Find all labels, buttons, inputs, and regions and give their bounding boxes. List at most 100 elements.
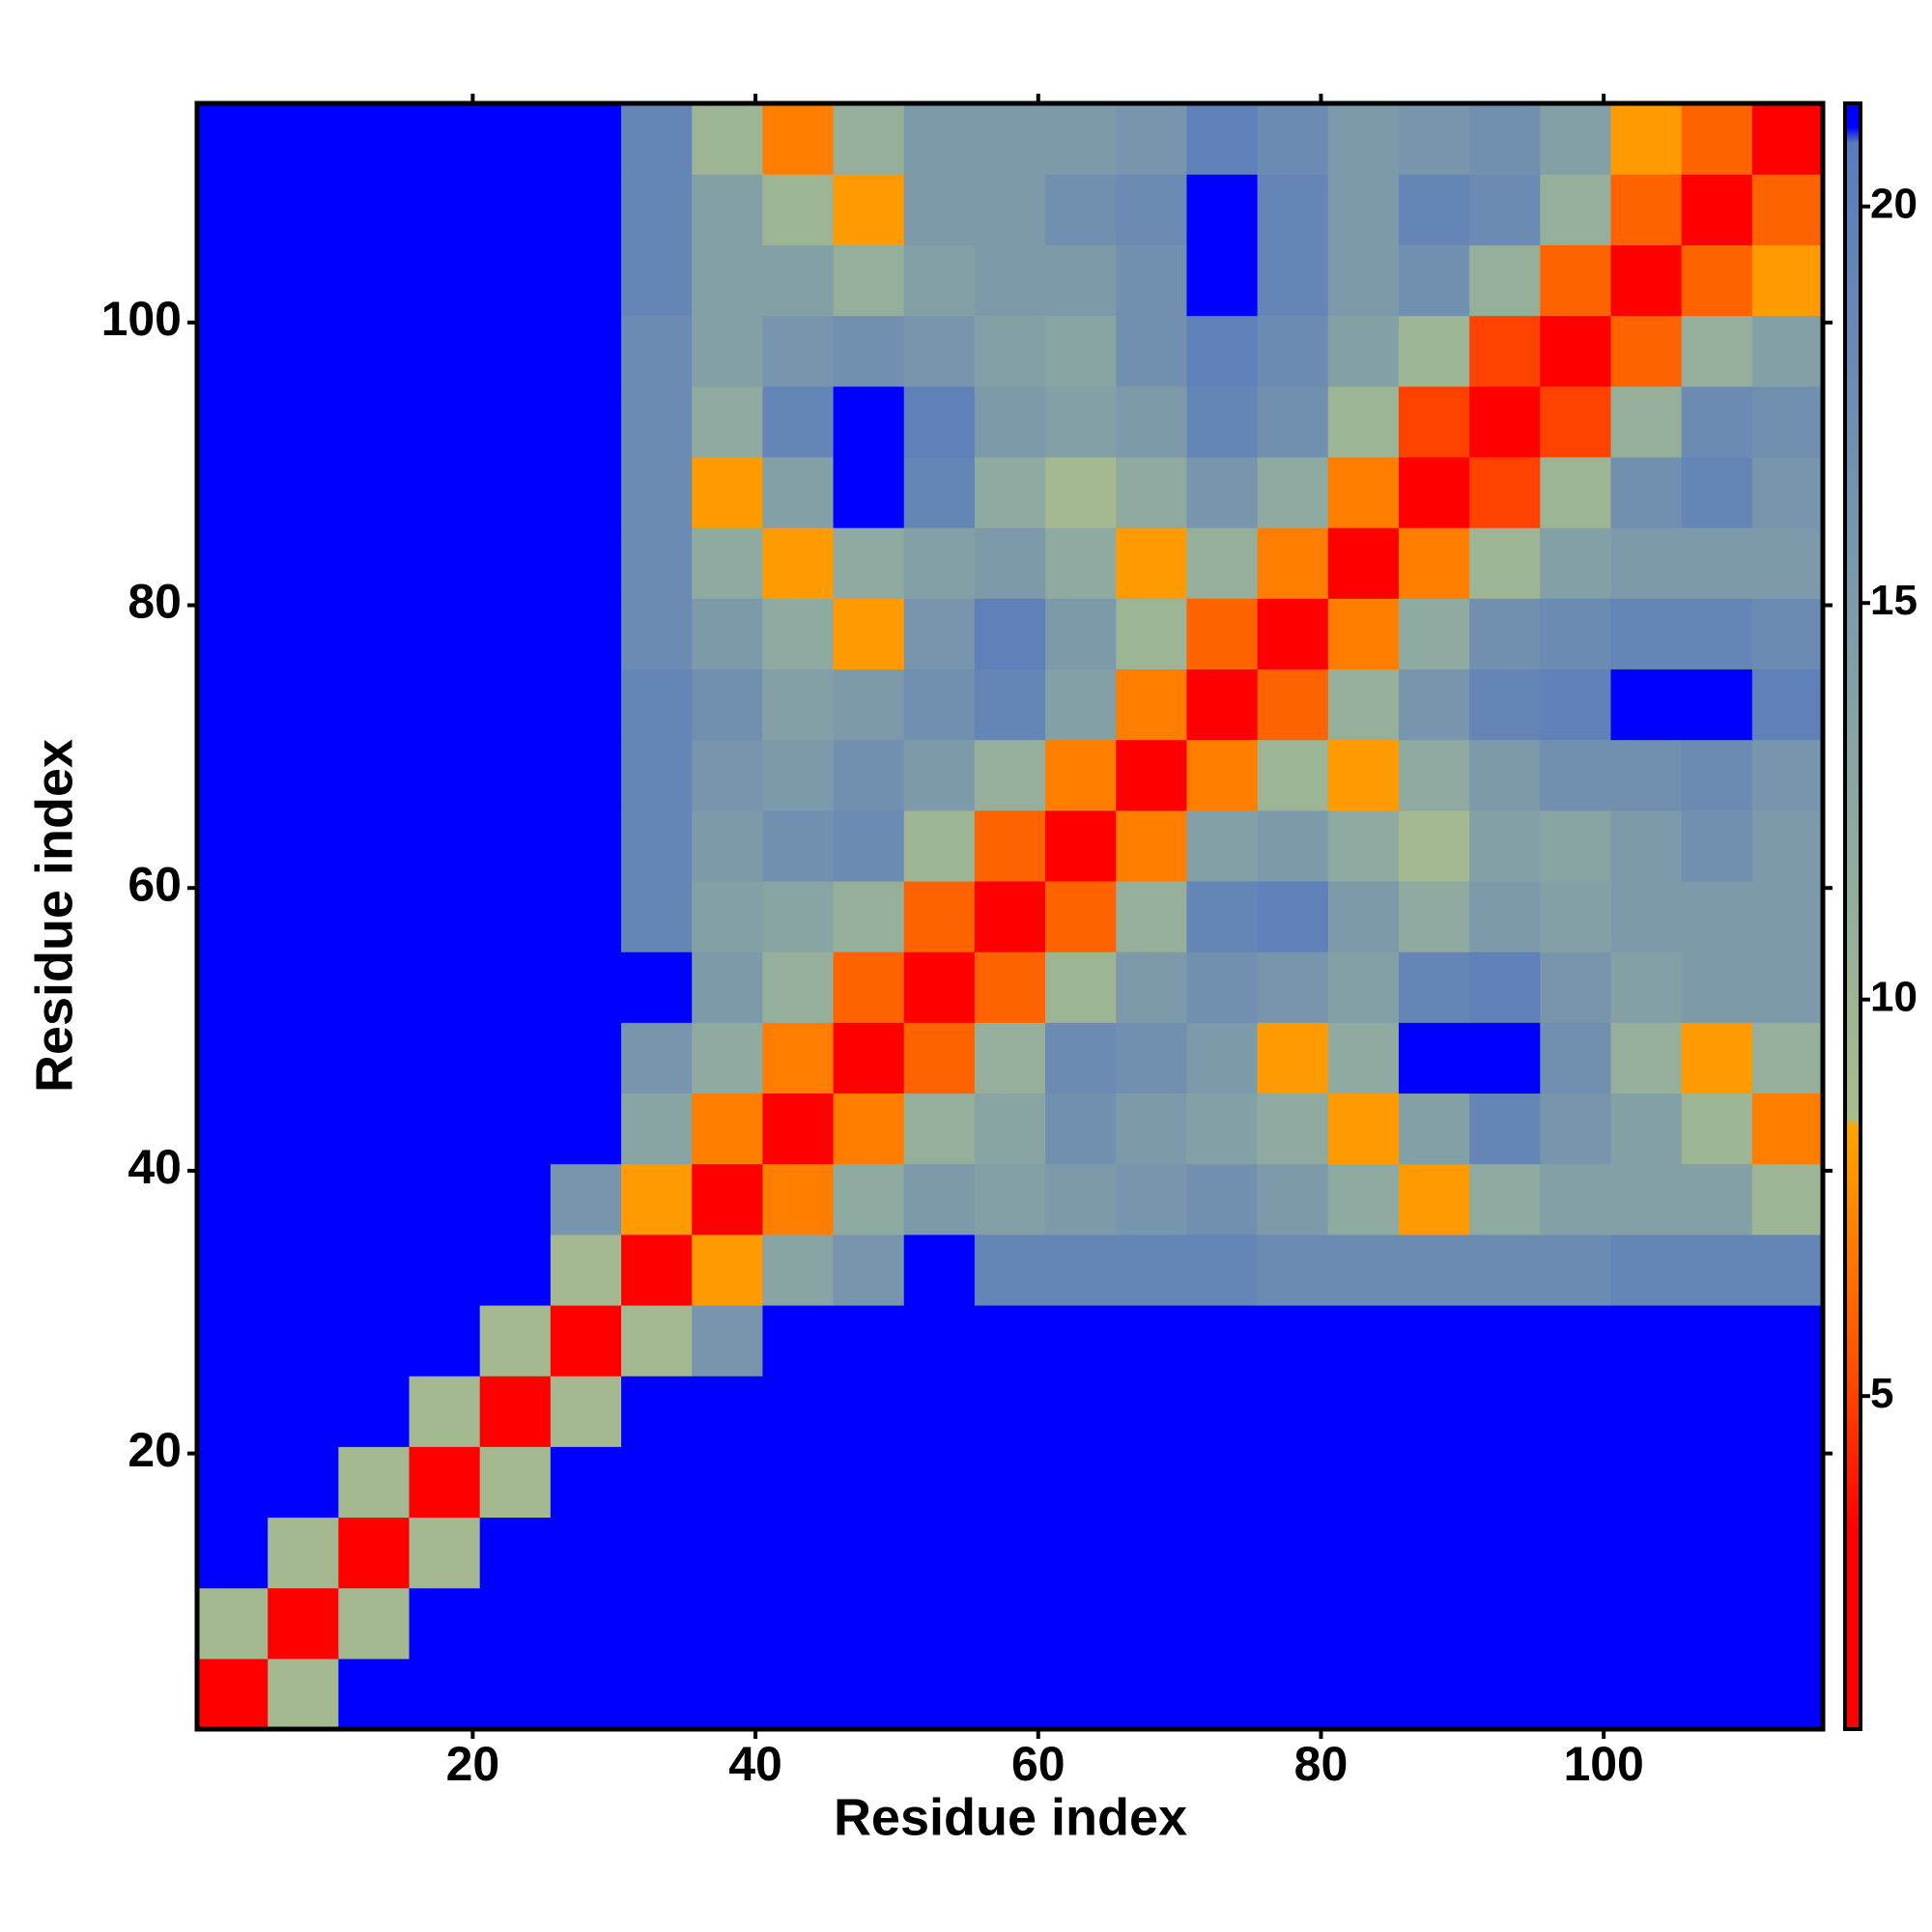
heatmap-cell (833, 527, 905, 599)
heatmap-cell (409, 668, 481, 741)
heatmap-cell (479, 385, 552, 458)
heatmap-cell (1116, 810, 1188, 882)
heatmap-cell (1469, 1022, 1541, 1094)
heatmap-cell (1751, 1376, 1824, 1447)
heatmap-cell (338, 1446, 411, 1519)
heatmap-cell (1257, 103, 1329, 175)
heatmap-cell (1469, 739, 1541, 811)
heatmap-cell (1398, 527, 1470, 599)
heatmap-cell (479, 952, 552, 1023)
heatmap-cell (1469, 668, 1541, 741)
heatmap-cell (268, 1163, 339, 1236)
heatmap-cell (692, 1022, 763, 1094)
heatmap-cell (692, 103, 763, 175)
heatmap-cell (903, 598, 976, 669)
heatmap-cell (409, 810, 481, 882)
heatmap-cell (268, 527, 339, 599)
heatmap-cell (1681, 1093, 1753, 1165)
heatmap-cell (1257, 1517, 1329, 1589)
heatmap-cell (621, 1658, 693, 1730)
heatmap-cell (692, 1234, 763, 1306)
heatmap-cell (1116, 174, 1188, 245)
heatmap-cell (1398, 810, 1470, 882)
heatmap-cell (409, 244, 481, 317)
heatmap-cell (1045, 456, 1117, 528)
heatmap-cell (621, 315, 693, 387)
heatmap-cell (1610, 315, 1683, 387)
heatmap-cell (692, 598, 763, 669)
heatmap-cell (692, 527, 763, 599)
heatmap-cell (409, 527, 481, 599)
heatmap-cell (1257, 739, 1329, 811)
heatmap-cell (1257, 315, 1329, 387)
heatmap-cell (1186, 527, 1259, 599)
heatmap-cell (338, 668, 411, 741)
heatmap-cell (903, 1658, 976, 1730)
heatmap-cell (692, 456, 763, 528)
heatmap-cell (762, 952, 835, 1023)
heatmap-cell (833, 739, 905, 811)
heatmap-cell (1257, 1587, 1329, 1660)
heatmap-cell (1398, 668, 1470, 741)
heatmap-cell (621, 1234, 693, 1306)
heatmap-cell (338, 527, 411, 599)
heatmap-cell (974, 1658, 1046, 1730)
heatmap-cell (833, 880, 905, 952)
heatmap-cell (1681, 1658, 1753, 1730)
heatmap-cell (1751, 1163, 1824, 1236)
heatmap-cell (268, 1517, 339, 1589)
heatmap-cell (1398, 1658, 1470, 1730)
heatmap-cell (1469, 598, 1541, 669)
heatmap-cell (197, 174, 269, 245)
heatmap-cell (1610, 456, 1683, 528)
heatmap-cell (974, 739, 1046, 811)
heatmap-cell (833, 456, 905, 528)
heatmap-cell (1610, 385, 1683, 458)
heatmap-cell (1045, 315, 1117, 387)
heatmap-cell (409, 739, 481, 811)
heatmap-cell (479, 1093, 552, 1165)
heatmap-cell (974, 315, 1046, 387)
heatmap-cell (1327, 1587, 1400, 1660)
heatmap-cell (1681, 1022, 1753, 1094)
heatmap-cell (903, 103, 976, 175)
heatmap-cell (338, 174, 411, 245)
heatmap-cell (479, 1376, 552, 1447)
heatmap-cell (1186, 1234, 1259, 1306)
heatmap-cell (1116, 527, 1188, 599)
heatmap-cell (1116, 103, 1188, 175)
heatmap-cell (1257, 810, 1329, 882)
heatmap-cell (1540, 739, 1612, 811)
heatmap-cell (409, 1517, 481, 1589)
heatmap-cell (197, 527, 269, 599)
heatmap-cell (1327, 1376, 1400, 1447)
heatmap-cell (1540, 1658, 1612, 1730)
heatmap-cell (550, 244, 622, 317)
heatmap-cell (692, 1093, 763, 1165)
heatmap-cell (1398, 1093, 1470, 1165)
heatmap-cell (338, 1234, 411, 1306)
heatmap-cell (974, 1022, 1046, 1094)
heatmap-cell (1186, 1446, 1259, 1519)
heatmap-cell (1045, 1022, 1117, 1094)
heatmap-cell (1257, 1022, 1329, 1094)
heatmap-cell (762, 1517, 835, 1589)
heatmap-cell (268, 1587, 339, 1660)
heatmap-cell (1610, 103, 1683, 175)
heatmap-cell (197, 1234, 269, 1306)
heatmap-cell (1186, 103, 1259, 175)
heatmap-cell (479, 527, 552, 599)
heatmap-cell (1045, 952, 1117, 1023)
heatmap-cell (197, 244, 269, 317)
heatmap-cell (621, 174, 693, 245)
heatmap-cell (268, 385, 339, 458)
heatmap-cell (268, 1234, 339, 1306)
heatmap-cell (1540, 598, 1612, 669)
heatmap-cell (1681, 1446, 1753, 1519)
heatmap-cell (550, 1658, 622, 1730)
heatmap-cell (1540, 1376, 1612, 1447)
heatmap-cell (197, 1022, 269, 1094)
heatmap-cell (1610, 668, 1683, 741)
heatmap-cell (903, 1587, 976, 1660)
heatmap-cell (197, 1517, 269, 1589)
